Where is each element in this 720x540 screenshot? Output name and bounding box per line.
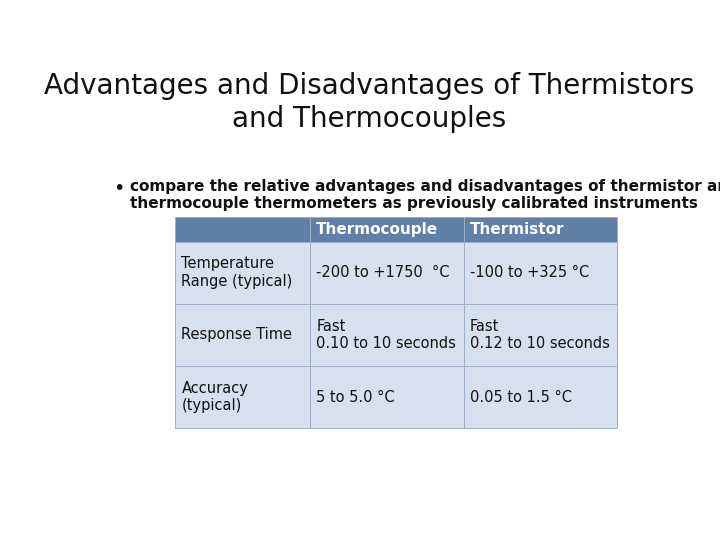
Text: Response Time: Response Time [181,327,292,342]
FancyBboxPatch shape [175,217,310,241]
FancyBboxPatch shape [464,217,617,241]
Text: -200 to +1750  °C: -200 to +1750 °C [316,265,450,280]
FancyBboxPatch shape [175,366,310,428]
Text: Thermistor: Thermistor [470,222,564,237]
Text: Thermocouple: Thermocouple [316,222,438,237]
FancyBboxPatch shape [310,241,464,304]
FancyBboxPatch shape [310,217,464,241]
Text: -100 to +325 °C: -100 to +325 °C [470,265,589,280]
FancyBboxPatch shape [310,304,464,366]
FancyBboxPatch shape [464,241,617,304]
Text: Fast
0.10 to 10 seconds: Fast 0.10 to 10 seconds [316,319,456,351]
Text: compare the relative advantages and disadvantages of thermistor and
thermocouple: compare the relative advantages and disa… [130,179,720,211]
Text: •: • [113,179,125,198]
Text: 5 to 5.0 °C: 5 to 5.0 °C [316,390,395,404]
FancyBboxPatch shape [175,304,310,366]
FancyBboxPatch shape [464,304,617,366]
FancyBboxPatch shape [175,241,310,304]
Text: Fast
0.12 to 10 seconds: Fast 0.12 to 10 seconds [470,319,610,351]
Text: Advantages and Disadvantages of Thermistors
and Thermocouples: Advantages and Disadvantages of Thermist… [44,72,694,133]
FancyBboxPatch shape [310,366,464,428]
Text: Accuracy
(typical): Accuracy (typical) [181,381,248,413]
Text: Temperature
Range (typical): Temperature Range (typical) [181,256,293,289]
Text: 0.05 to 1.5 °C: 0.05 to 1.5 °C [470,390,572,404]
FancyBboxPatch shape [464,366,617,428]
